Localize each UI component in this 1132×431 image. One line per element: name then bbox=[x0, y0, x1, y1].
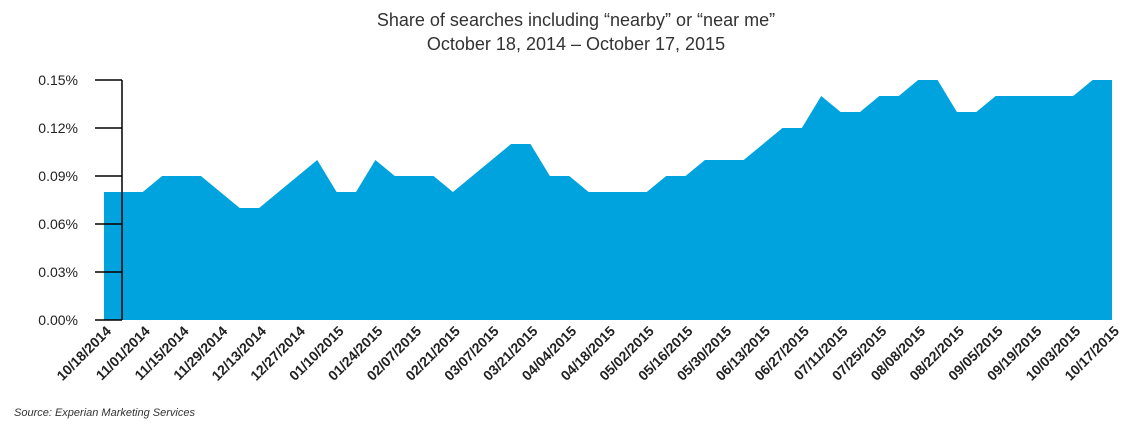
chart-title: Share of searches including “nearby” or … bbox=[376, 10, 776, 30]
x-tick-labels: 10/18/201411/01/201411/15/201411/29/2014… bbox=[53, 323, 1122, 384]
source-note: Source: Experian Marketing Services bbox=[14, 407, 195, 419]
y-tick-label: 0.06% bbox=[38, 216, 78, 232]
series-area bbox=[104, 80, 1112, 320]
y-tick-label: 0.09% bbox=[38, 168, 78, 184]
chart-subtitle: October 18, 2014 – October 17, 2015 bbox=[426, 34, 726, 54]
y-tick-label: 0.15% bbox=[38, 72, 78, 88]
y-tick-label: 0.03% bbox=[38, 264, 78, 280]
y-axis bbox=[95, 79, 123, 321]
y-tick-label: 0.00% bbox=[38, 312, 78, 328]
y-tick-labels: 0.00% 0.03% 0.06% 0.09% 0.12% 0.15% bbox=[38, 72, 78, 328]
chart-title-block: Share of searches including “nearby” or … bbox=[0, 8, 1132, 56]
area-layer bbox=[104, 80, 1112, 320]
y-tick-label: 0.12% bbox=[38, 120, 78, 136]
